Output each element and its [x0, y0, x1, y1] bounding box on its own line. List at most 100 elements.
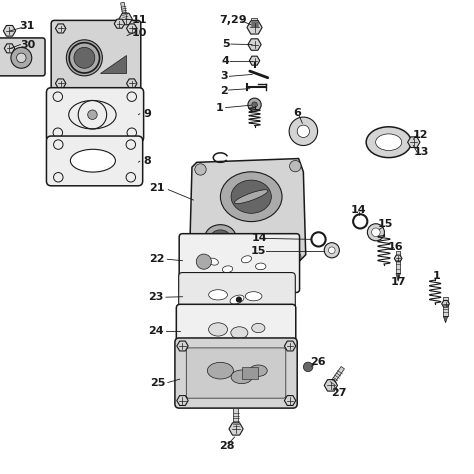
Text: 8: 8: [143, 156, 151, 166]
Polygon shape: [444, 317, 447, 323]
Ellipse shape: [71, 149, 116, 172]
Circle shape: [254, 237, 263, 246]
Polygon shape: [394, 255, 402, 262]
Ellipse shape: [231, 327, 248, 339]
Circle shape: [127, 92, 137, 101]
Text: 14: 14: [351, 204, 366, 215]
Ellipse shape: [230, 295, 244, 304]
Polygon shape: [114, 19, 125, 28]
Text: 11: 11: [132, 15, 147, 25]
Circle shape: [126, 173, 136, 182]
Ellipse shape: [208, 362, 233, 379]
Text: 15: 15: [251, 246, 266, 256]
Text: 14: 14: [252, 233, 267, 244]
Polygon shape: [127, 24, 137, 33]
Circle shape: [290, 160, 301, 172]
Polygon shape: [55, 24, 66, 33]
FancyBboxPatch shape: [0, 38, 45, 76]
Ellipse shape: [220, 172, 282, 222]
Circle shape: [53, 92, 63, 101]
Text: 9: 9: [143, 109, 151, 119]
Polygon shape: [177, 341, 188, 351]
Polygon shape: [4, 44, 15, 53]
Ellipse shape: [366, 127, 411, 158]
FancyBboxPatch shape: [46, 136, 143, 186]
Text: 1: 1: [432, 271, 440, 281]
Text: 1: 1: [216, 102, 223, 113]
Ellipse shape: [255, 263, 266, 270]
Text: 23: 23: [148, 292, 163, 302]
Text: 16: 16: [388, 242, 403, 253]
FancyBboxPatch shape: [179, 273, 295, 323]
Bar: [396, 251, 400, 273]
Bar: [444, 298, 447, 317]
Circle shape: [66, 40, 102, 76]
Circle shape: [195, 251, 206, 263]
Ellipse shape: [235, 190, 268, 204]
Polygon shape: [252, 18, 257, 28]
Polygon shape: [233, 408, 238, 430]
Polygon shape: [120, 2, 127, 20]
Text: 12: 12: [413, 130, 428, 140]
Circle shape: [266, 236, 279, 248]
Polygon shape: [284, 341, 296, 351]
Circle shape: [372, 228, 380, 237]
Text: 28: 28: [219, 440, 234, 451]
Text: 13: 13: [413, 146, 428, 157]
Circle shape: [11, 47, 32, 68]
Polygon shape: [249, 56, 260, 65]
Circle shape: [54, 140, 63, 149]
Ellipse shape: [69, 100, 116, 129]
Circle shape: [248, 98, 261, 111]
Ellipse shape: [249, 365, 267, 376]
Text: 2: 2: [220, 86, 228, 96]
Circle shape: [74, 47, 95, 68]
Circle shape: [237, 237, 246, 246]
Polygon shape: [3, 26, 16, 36]
Text: 6: 6: [294, 108, 301, 118]
FancyBboxPatch shape: [46, 88, 144, 142]
Bar: [242, 367, 258, 379]
FancyBboxPatch shape: [51, 20, 141, 91]
FancyBboxPatch shape: [186, 348, 286, 398]
Text: 17: 17: [391, 277, 406, 287]
Text: 10: 10: [132, 28, 147, 38]
Polygon shape: [248, 39, 261, 50]
Text: 7,29: 7,29: [219, 15, 247, 25]
Circle shape: [237, 297, 241, 302]
Circle shape: [195, 164, 206, 175]
Text: 21: 21: [149, 183, 164, 193]
Polygon shape: [442, 301, 449, 307]
Text: 22: 22: [150, 254, 165, 264]
Circle shape: [297, 125, 310, 137]
Text: 25: 25: [150, 377, 165, 388]
Polygon shape: [127, 79, 137, 88]
FancyBboxPatch shape: [175, 338, 297, 408]
Ellipse shape: [231, 370, 252, 383]
Circle shape: [196, 254, 211, 269]
Circle shape: [290, 251, 301, 263]
Circle shape: [268, 244, 277, 254]
Text: 4: 4: [221, 55, 229, 66]
Circle shape: [54, 173, 63, 182]
Text: 3: 3: [220, 71, 228, 82]
Ellipse shape: [252, 323, 265, 333]
Polygon shape: [247, 21, 262, 34]
Text: 5: 5: [222, 39, 229, 49]
Circle shape: [252, 102, 257, 108]
Ellipse shape: [245, 292, 262, 301]
Polygon shape: [100, 55, 126, 73]
Text: 31: 31: [20, 21, 35, 31]
Circle shape: [303, 362, 313, 372]
Polygon shape: [119, 13, 132, 25]
Polygon shape: [177, 396, 188, 405]
Ellipse shape: [231, 180, 271, 213]
Ellipse shape: [208, 258, 219, 265]
Ellipse shape: [211, 230, 230, 244]
Polygon shape: [284, 396, 296, 405]
Ellipse shape: [209, 290, 228, 300]
Polygon shape: [328, 366, 345, 387]
Polygon shape: [324, 380, 337, 391]
Ellipse shape: [205, 225, 236, 249]
Polygon shape: [396, 273, 400, 281]
